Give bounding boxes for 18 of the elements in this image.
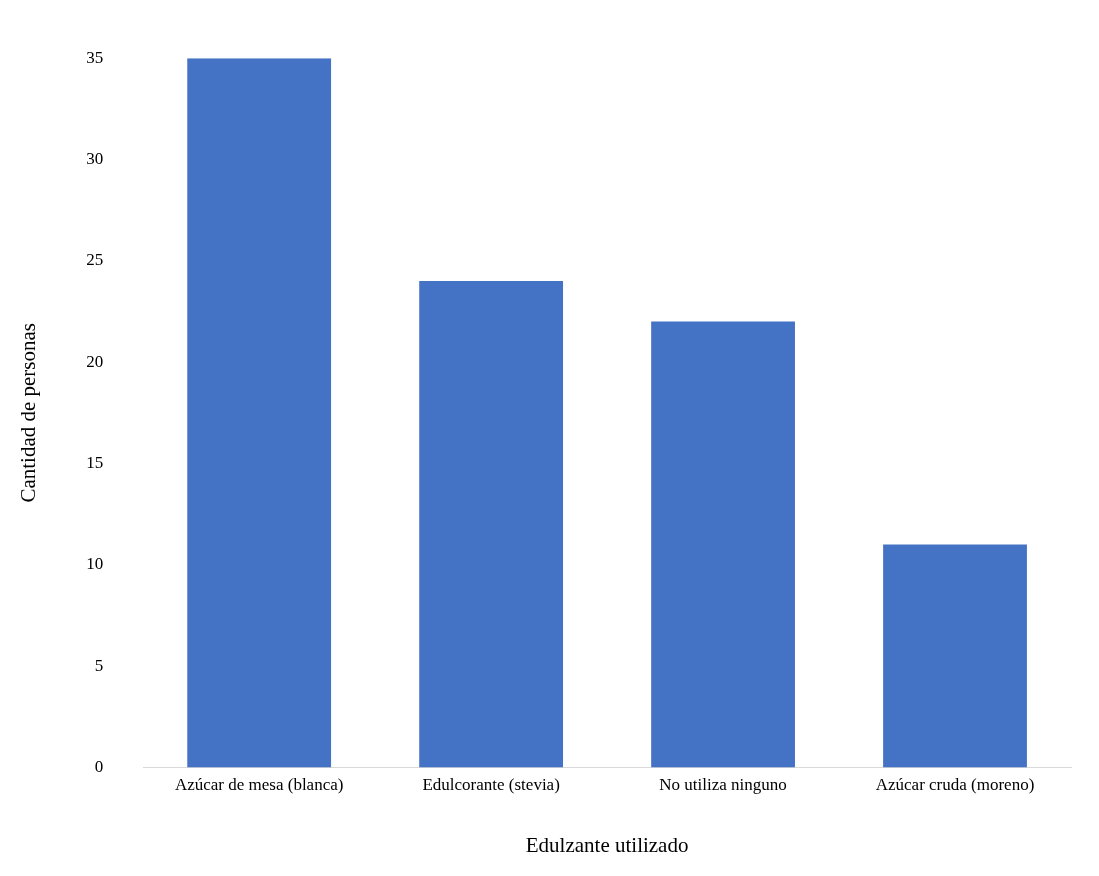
bar [883, 544, 1027, 768]
x-tick-label: Azúcar cruda (moreno) [875, 775, 1035, 795]
bar [419, 281, 564, 768]
y-tick-label: 25 [86, 250, 104, 270]
y-tick-label: 30 [86, 148, 104, 168]
y-tick-label: 35 [86, 47, 104, 67]
y-axis-title: Cantidad de personas [16, 322, 41, 503]
bar [651, 321, 795, 768]
y-tick-label: 15 [86, 452, 104, 472]
y-tick-label: 5 [94, 655, 104, 675]
y-tick-label: 0 [94, 756, 104, 776]
y-tick-label: 20 [86, 351, 104, 371]
x-tick-label: Edulcorante (stevia) [422, 775, 560, 795]
x-tick-label: Azúcar de mesa (blanca) [174, 775, 344, 795]
x-axis-title: Edulzante utilizado [525, 832, 689, 857]
y-tick-label: 10 [86, 554, 104, 574]
x-tick-label: No utiliza ninguno [659, 775, 787, 795]
bar [187, 58, 332, 768]
